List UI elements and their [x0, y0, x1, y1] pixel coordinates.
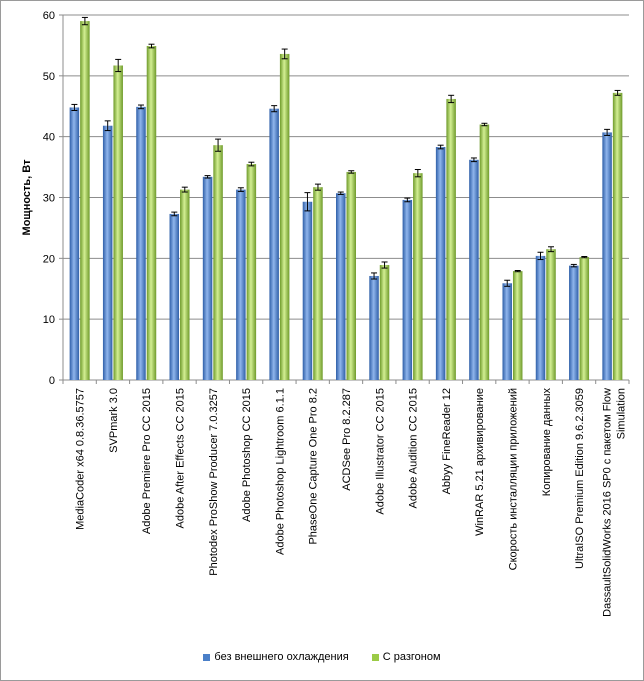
y-tick-label: 20	[43, 253, 55, 265]
category-label: Скорость инсталляции приложений	[507, 388, 519, 570]
legend-item-overclock: С разгоном	[371, 651, 441, 663]
bar	[535, 255, 546, 380]
legend: без внешнего охлаждения С разгоном	[0, 651, 644, 664]
bar	[502, 283, 512, 380]
category-label: Adobe After Effects CC 2015	[175, 388, 187, 528]
y-tick-label: 40	[43, 132, 55, 144]
bar	[369, 275, 379, 380]
y-tick-label: 30	[43, 193, 55, 205]
y-axis-title: Мощность, Вт	[21, 159, 33, 236]
y-tick-label: 0	[49, 375, 55, 387]
legend-label-no-cooling: без внешнего охлаждения	[214, 651, 349, 663]
y-tick-label: 10	[43, 314, 55, 326]
category-label: SVPmark 3.0	[108, 388, 120, 453]
category-label: Photodex ProShow Producer 7.0.3257	[208, 388, 220, 576]
bar	[446, 98, 456, 380]
bar	[336, 193, 346, 380]
category-label: Adobe Photoshop CC 2015	[241, 388, 253, 522]
category-label: DassaultSolidWorks 2016 SP0 с пакетом Fl…	[601, 388, 627, 617]
bar	[435, 147, 446, 380]
bar	[579, 257, 590, 380]
y-tick-label: 50	[43, 71, 55, 83]
bar	[402, 199, 413, 380]
bar	[269, 108, 279, 380]
bar	[236, 189, 246, 380]
bar	[69, 107, 80, 380]
category-label: Adobe Audition CC 2015	[408, 388, 420, 508]
legend-swatch-no-cooling	[203, 653, 211, 661]
y-tick-label: 60	[43, 10, 55, 22]
bar	[313, 187, 323, 380]
bar	[213, 145, 223, 380]
legend-item-no-cooling: без внешнего охлаждения	[203, 651, 349, 663]
bar	[469, 159, 479, 380]
category-label: MediaCoder x64 0.8.36.5757	[75, 388, 87, 530]
bar	[113, 65, 123, 380]
bar	[302, 201, 313, 380]
bar	[413, 173, 423, 380]
bar	[202, 176, 213, 380]
bar	[569, 265, 579, 380]
bar	[136, 106, 146, 380]
bar	[169, 213, 180, 380]
category-label: PhaseOne Capture One Pro 8.2	[308, 388, 320, 545]
bar	[479, 124, 490, 380]
bar	[279, 53, 290, 380]
legend-label-overclock: С разгоном	[382, 651, 441, 663]
bar	[80, 21, 90, 380]
category-label: Adobe Illustrator CC 2015	[374, 388, 386, 515]
category-label: Abbyy FineReader 12	[441, 388, 453, 494]
category-label: Копирование данных	[541, 388, 553, 497]
category-label: UltraISO Premium Edition 9.6.2.3059	[574, 388, 586, 569]
bar	[546, 249, 556, 380]
bar	[379, 265, 390, 380]
category-label: Adobe Premiere Pro CC 2015	[141, 388, 153, 534]
bar	[146, 46, 157, 381]
bar	[612, 92, 623, 380]
bar	[180, 189, 190, 380]
legend-swatch-overclock	[371, 653, 379, 661]
bar	[246, 164, 257, 380]
bar	[346, 171, 356, 380]
bar	[602, 132, 612, 380]
bar	[102, 125, 113, 380]
category-label: Adobe Photoshop Lightroom 6.1.1	[274, 388, 286, 555]
category-label: WinRAR 5.21 архивирование	[474, 388, 486, 536]
category-label: ACDSee Pro 8.2.287	[341, 388, 353, 491]
bar	[512, 271, 523, 380]
